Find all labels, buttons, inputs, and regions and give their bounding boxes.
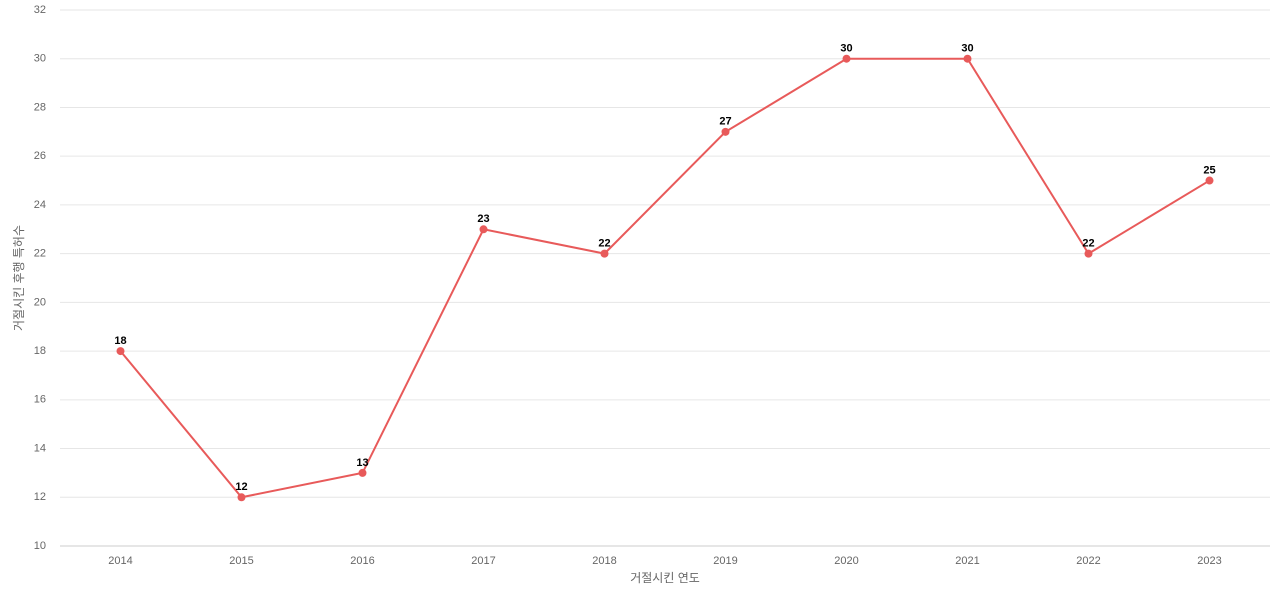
x-tick-label: 2020 — [834, 555, 858, 567]
x-tick-label: 2023 — [1197, 555, 1221, 567]
data-point — [1084, 249, 1093, 258]
data-point — [479, 225, 488, 234]
data-point — [842, 54, 851, 63]
x-tick-label: 2015 — [229, 555, 253, 567]
data-point — [358, 468, 367, 477]
data-point — [963, 54, 972, 63]
y-tick-label: 28 — [34, 101, 46, 113]
data-point — [1205, 176, 1214, 185]
data-label: 13 — [356, 457, 368, 469]
y-tick-label: 30 — [34, 53, 46, 65]
y-tick-label: 10 — [34, 540, 46, 552]
y-axis-label: 거절시킨 후행 특허수 — [11, 225, 26, 331]
data-point — [237, 493, 246, 502]
y-tick-label: 16 — [34, 394, 46, 406]
data-label: 27 — [719, 116, 731, 128]
y-tick-label: 22 — [34, 248, 46, 260]
x-tick-label: 2014 — [108, 555, 132, 567]
data-label: 12 — [235, 481, 247, 493]
x-tick-label: 2021 — [955, 555, 979, 567]
data-label: 22 — [598, 238, 610, 250]
y-tick-label: 12 — [34, 491, 46, 503]
y-tick-label: 14 — [34, 442, 46, 454]
x-axis-label: 거절시킨 연도 — [630, 571, 700, 585]
data-point — [116, 347, 125, 356]
data-point — [600, 249, 609, 258]
y-tick-label: 32 — [34, 4, 46, 16]
data-label: 22 — [1082, 238, 1094, 250]
data-label: 25 — [1203, 164, 1215, 176]
x-tick-label: 2017 — [471, 555, 495, 567]
data-label: 30 — [961, 43, 973, 55]
y-tick-label: 26 — [34, 150, 46, 162]
data-label: 23 — [477, 213, 489, 225]
data-label: 18 — [114, 335, 126, 347]
y-tick-label: 24 — [34, 199, 46, 211]
x-tick-label: 2022 — [1076, 555, 1100, 567]
y-tick-label: 20 — [34, 296, 46, 308]
x-tick-label: 2016 — [350, 555, 374, 567]
x-tick-label: 2019 — [713, 555, 737, 567]
y-tick-label: 18 — [34, 345, 46, 357]
series-line — [119, 57, 1211, 499]
x-tick-label: 2018 — [592, 555, 616, 567]
data-label: 30 — [840, 43, 852, 55]
data-point — [721, 127, 730, 136]
